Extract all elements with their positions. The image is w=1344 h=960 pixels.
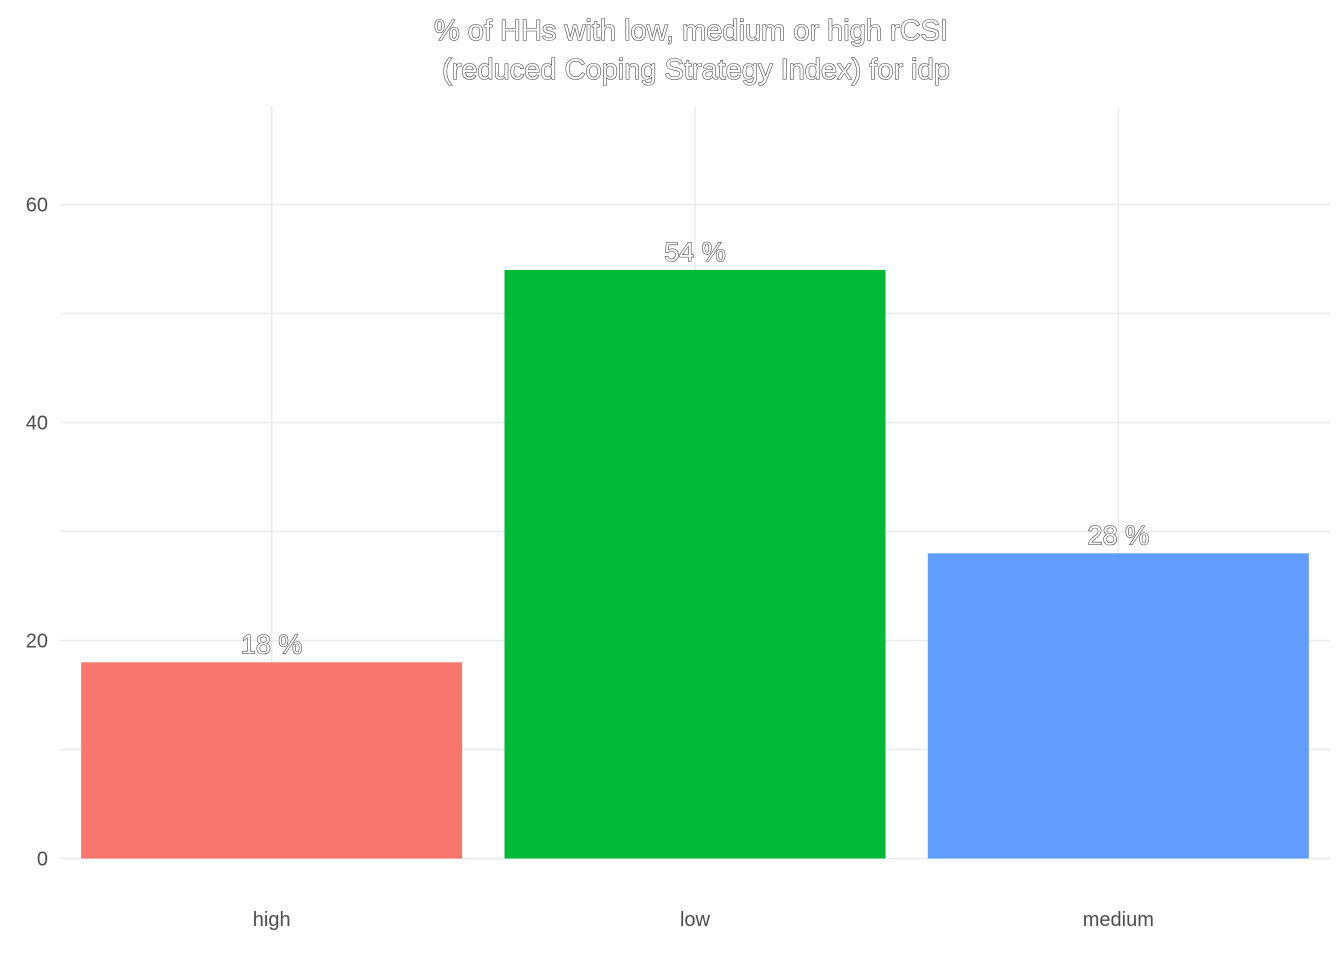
y-axis-ticks: 0 20 40 60: [26, 195, 48, 871]
y-tick-label: 40: [26, 413, 48, 435]
y-tick-label: 60: [26, 195, 48, 217]
data-label-low: 54 %: [664, 237, 726, 267]
data-labels: 18 % 54 % 28 %: [240, 236, 1150, 659]
bars: [81, 269, 1309, 859]
chart-title-line-2: (reduced Coping Strategy Index) for idp: [442, 54, 950, 86]
x-tick-label-medium: medium: [1083, 909, 1154, 931]
bar-low: [504, 269, 886, 859]
data-label-medium: 28 %: [1088, 520, 1150, 550]
x-axis-ticks: high low medium: [253, 909, 1154, 931]
bar-medium: [927, 553, 1309, 859]
y-tick-label: 20: [26, 631, 48, 653]
x-tick-label-low: low: [680, 909, 711, 931]
y-tick-label: 0: [37, 849, 48, 871]
x-tick-label-high: high: [253, 909, 291, 931]
bar-high: [81, 662, 463, 859]
data-label-high: 18 %: [241, 629, 303, 659]
chart-title-line-1: % of HHs with low, medium or high rCSI: [434, 15, 948, 47]
